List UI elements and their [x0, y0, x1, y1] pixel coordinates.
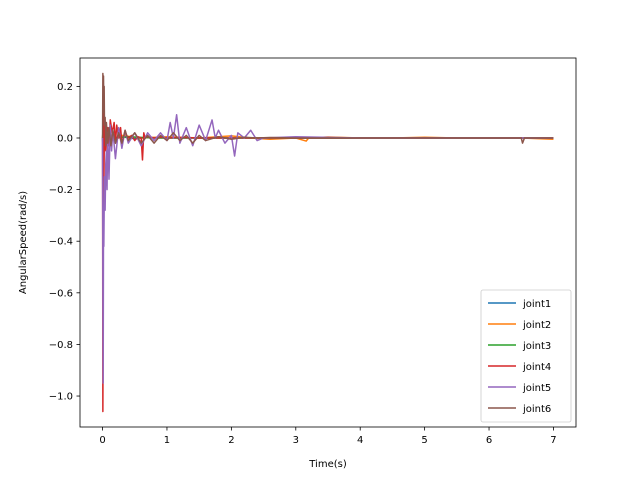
- legend-label-joint5: joint5: [522, 383, 551, 394]
- y-tick-label: 0.2: [57, 82, 73, 93]
- y-tick-label: −0.6: [49, 288, 73, 299]
- series-line-joint6: [101, 72, 554, 147]
- x-tick-label: 3: [293, 435, 299, 446]
- y-axis-label: AngularSpeed(rad/s): [18, 191, 29, 294]
- x-axis-label: Time(s): [308, 459, 347, 470]
- legend-label-joint4: joint4: [522, 362, 551, 373]
- x-axis: 0 1 2 3 4 5 6 7: [99, 427, 557, 446]
- legend-label-joint1: joint1: [522, 299, 551, 310]
- x-tick-label: 1: [164, 435, 170, 446]
- x-tick-label: 7: [550, 435, 556, 446]
- x-tick-label: 4: [357, 435, 363, 446]
- legend-box: [480, 289, 572, 423]
- y-axis: 0.2 0.0 −0.2 −0.4 −0.6 −0.8 −1.0: [49, 82, 80, 403]
- legend-label-joint3: joint3: [522, 341, 551, 352]
- y-tick-label: −0.8: [49, 340, 73, 351]
- x-tick-label: 2: [228, 435, 234, 446]
- legend-label-joint2: joint2: [522, 320, 551, 331]
- y-tick-label: −1.0: [49, 392, 73, 403]
- plot-frame: [79, 57, 577, 428]
- legend: joint1 joint2 joint3 joint4 joint5 joint6: [480, 289, 572, 423]
- y-tick-label: −0.4: [49, 237, 73, 248]
- series-layer: [101, 72, 554, 413]
- x-tick-label: 6: [486, 435, 492, 446]
- x-tick-label: 0: [99, 435, 105, 446]
- y-tick-label: −0.2: [49, 185, 73, 196]
- x-tick-label: 5: [421, 435, 427, 446]
- legend-label-joint6: joint6: [522, 404, 551, 415]
- y-tick-label: 0.0: [57, 133, 73, 144]
